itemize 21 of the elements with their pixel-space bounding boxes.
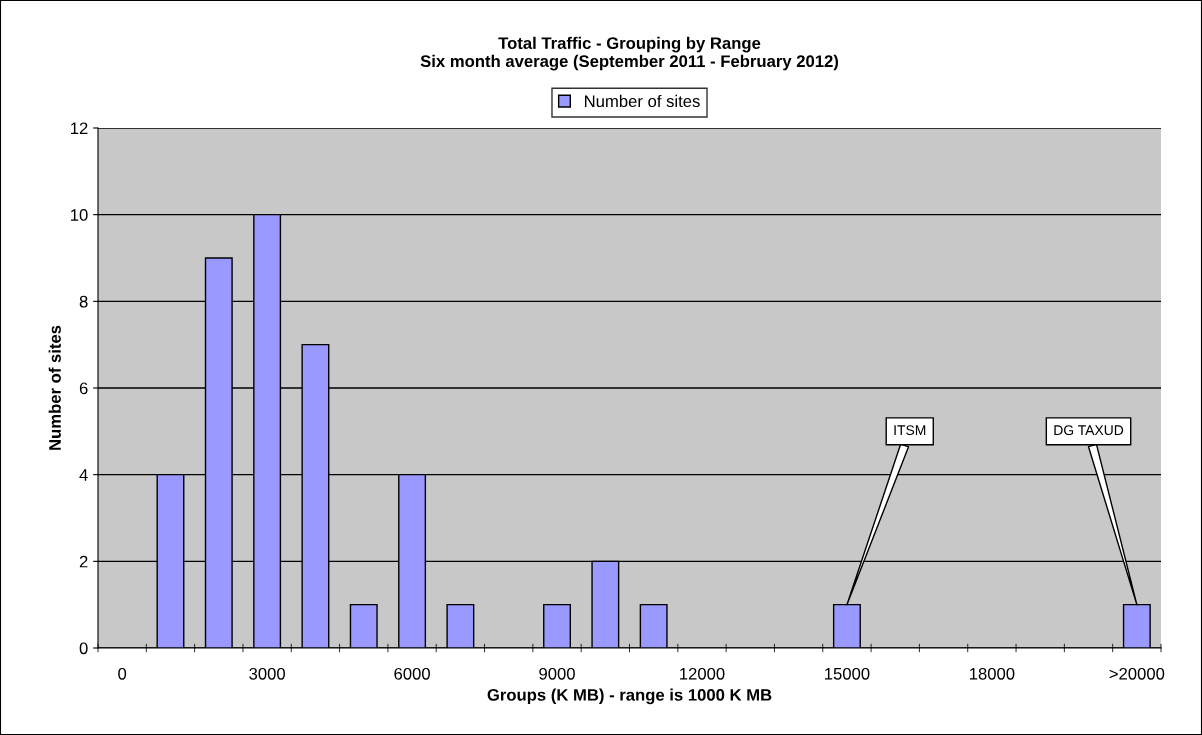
annotation: ITSM (894, 425, 926, 436)
x-tick-label: 18000 (969, 667, 1015, 680)
x-tick-label: 3000 (249, 667, 285, 680)
y-tick-label: 0 (79, 642, 88, 655)
y-tick-label: 12 (71, 122, 88, 135)
x-axis-title: Groups (K MB) - range is 1000 K MB (487, 688, 772, 705)
x-tick-label: 6000 (394, 667, 430, 680)
x-tick-label: >20000 (1109, 667, 1165, 680)
x-tick-label: 9000 (539, 667, 575, 680)
x-tick-label: 12000 (680, 667, 725, 680)
x-tick-label: 15000 (825, 667, 870, 680)
y-tick-label: 8 (79, 295, 88, 308)
y-axis-title: Number of sites (48, 325, 61, 450)
legend-label: Number of sites (585, 94, 700, 108)
x-tick-label: 0 (118, 667, 127, 680)
y-tick-label: 4 (79, 469, 88, 481)
y-tick-label: 2 (79, 555, 88, 568)
y-tick-label: 6 (79, 382, 88, 395)
y-tick-label: 10 (71, 209, 88, 221)
chart-title: Total Traffic - Grouping by Range Six month average (September 2011 - February 2012) (420, 36, 839, 71)
annotation: DG TAXUD (1054, 425, 1124, 436)
